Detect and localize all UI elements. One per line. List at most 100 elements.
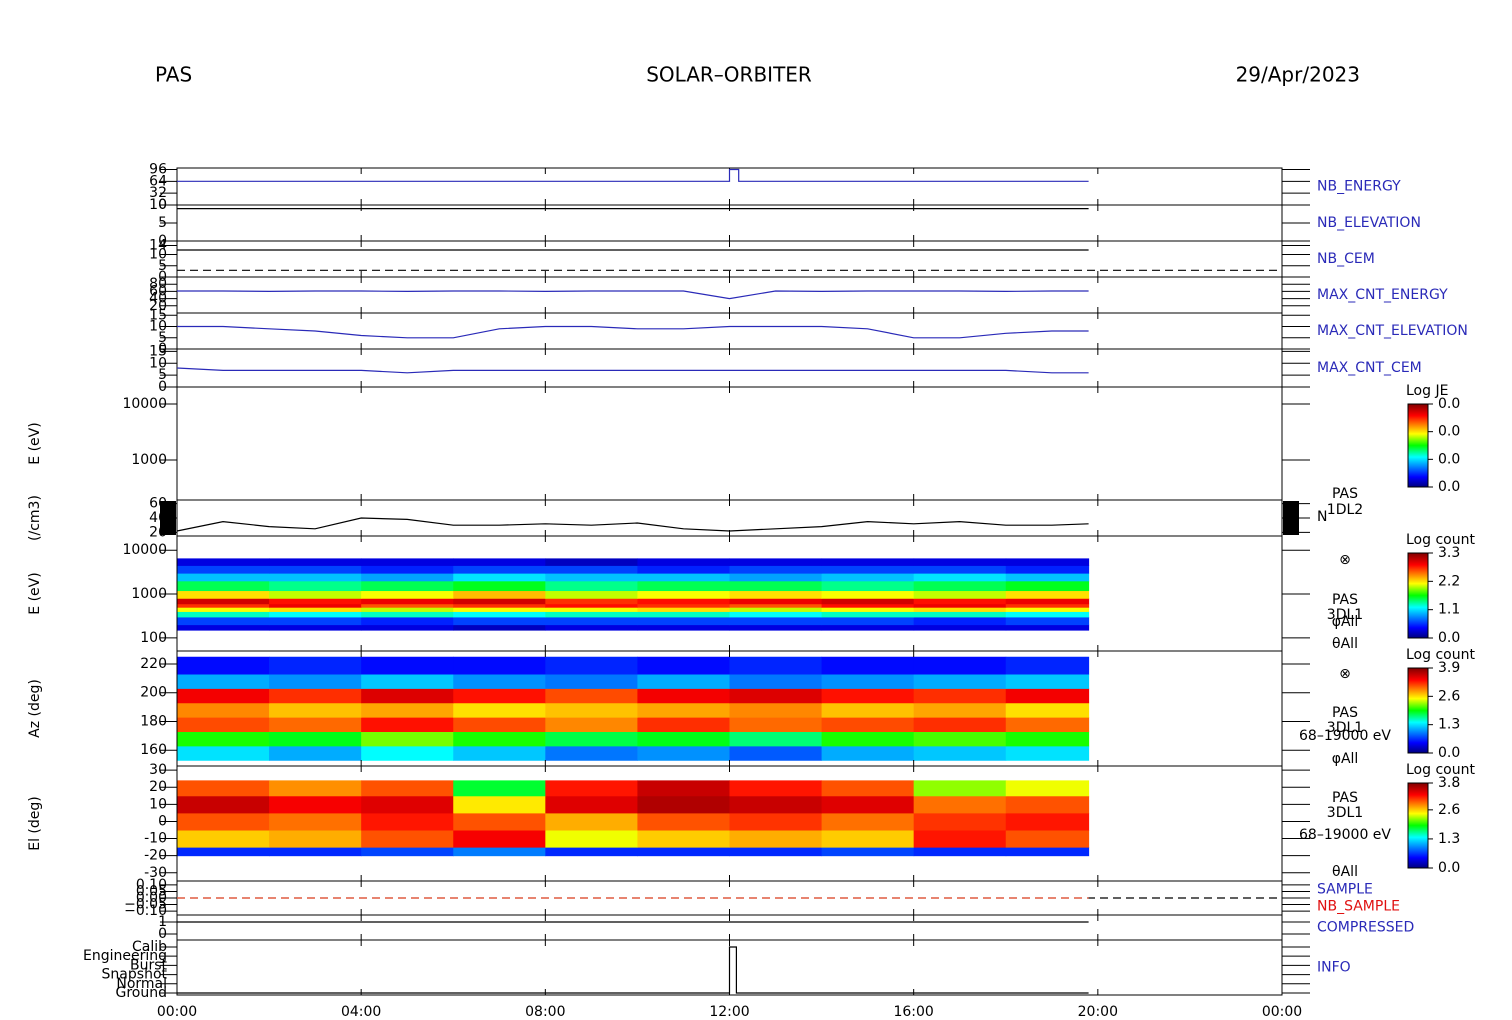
heatmap-cell [545,717,638,732]
heatmap-cell [1005,656,1090,675]
heatmap-cell [361,573,454,582]
heatmap-cell [361,795,454,814]
heatmap-cell [1005,616,1090,626]
heatmap-cell [269,731,362,747]
y-tick-label: 10000 [122,396,167,412]
heatmap-cell [913,717,1007,732]
heatmap-cell [177,745,270,761]
y-tick-label: -10 [144,831,167,847]
heatmap-cell [913,688,1007,704]
series-line [177,946,1089,994]
heatmap-cell [1005,565,1090,574]
heatmap-cell [177,812,270,831]
heatmap-cell [729,812,823,831]
heatmap-cell [361,812,454,831]
heatmap-cell [269,847,362,857]
y-tick-label: 10000 [122,542,167,558]
heatmap-cell [545,674,638,689]
x-tick-label: 04:00 [341,1004,381,1020]
y-tick-label: 160 [140,742,167,758]
y-tick-label: -20 [144,848,167,864]
heatmap-cell [177,611,270,618]
y-tick-label: 40 [149,291,167,307]
heatmap-cell [453,780,546,797]
heatmap-cell [177,573,270,582]
y-tick-label: 200 [140,685,167,701]
heatmap-cell [729,580,823,592]
heatmap-cell [821,780,915,797]
colorbar-tick-label: 3.8 [1438,775,1460,791]
heatmap-cell [1005,607,1090,612]
heatmap-cell [177,688,270,704]
panel-label: 68–19000 eV [1299,827,1391,843]
heatmap-cell [821,812,915,831]
panel-frame [176,386,1283,501]
panel-label: 1DL2 [1327,502,1363,518]
heatmap-cell [1005,780,1090,797]
heatmap-cell [1005,731,1090,747]
heatmap-cell [913,624,1007,631]
heatmap-cell [269,717,362,732]
heatmap-cell [545,558,638,566]
heatmap-cell [821,731,915,747]
y-tick-label: 10 [149,197,167,213]
heatmap-cell [545,598,638,605]
y-axis-label: Az (deg) [27,679,43,738]
heatmap-cell [821,573,915,582]
heatmap-cell [269,702,362,718]
panel-label: 3DL1 [1327,805,1363,821]
heatmap-cell [729,598,823,605]
heatmap-cell [177,830,270,848]
series-name: COMPRESSED [1317,920,1414,936]
y-tick-label: 32 [149,185,167,201]
heatmap-cell [1005,598,1090,605]
heatmap-cell [637,795,730,814]
heatmap-cell [545,745,638,761]
heatmap-cell [821,688,915,704]
colorbar-tick-label: 0.0 [1438,860,1460,876]
heatmap-cell [269,795,362,814]
heatmap-cell [361,702,454,718]
panel: GroundNormalSnapshotBurstEngineeringCali… [83,939,1351,1001]
heatmap-cell [821,717,915,732]
heatmap-cell [545,616,638,626]
y-tick-label: 15 [149,343,167,359]
heatmap-cell [1005,611,1090,618]
heatmap-cell [453,598,546,605]
heatmap-cell [361,847,454,857]
heatmap-cell [453,565,546,574]
heatmap-cell [637,688,730,704]
heatmap-cell [269,565,362,574]
heatmap-cell [637,830,730,848]
heatmap-cell [453,830,546,848]
heatmap-cell [637,598,730,605]
heatmap-cell [729,590,823,599]
colorbar-tick-label: 1.3 [1438,831,1460,847]
heatmap-cell [637,702,730,718]
heatmap-cell [177,598,270,605]
heatmap-cell [1005,688,1090,704]
y-tick-label: 60 [149,283,167,299]
colorbar [1407,782,1429,869]
heatmap-cell [545,611,638,618]
y-tick-label: −0.10 [124,903,167,919]
heatmap-cell [729,607,823,612]
heatmap-cell [269,656,362,675]
heatmap-cell [361,611,454,618]
colorbar-tick-label: 2.6 [1438,802,1460,818]
heatmap-cell [361,745,454,761]
panel: 01 COMPRESSED [158,914,1414,942]
heatmap-cell [913,603,1007,608]
heatmap-cell [729,656,823,675]
y-tick-label: 64 [149,173,167,189]
heatmap-cell [729,624,823,631]
heatmap-cell [729,674,823,689]
heatmap-cell [821,674,915,689]
heatmap-cell [269,780,362,797]
heatmap-cell [729,611,823,618]
heatmap-cell [545,656,638,675]
